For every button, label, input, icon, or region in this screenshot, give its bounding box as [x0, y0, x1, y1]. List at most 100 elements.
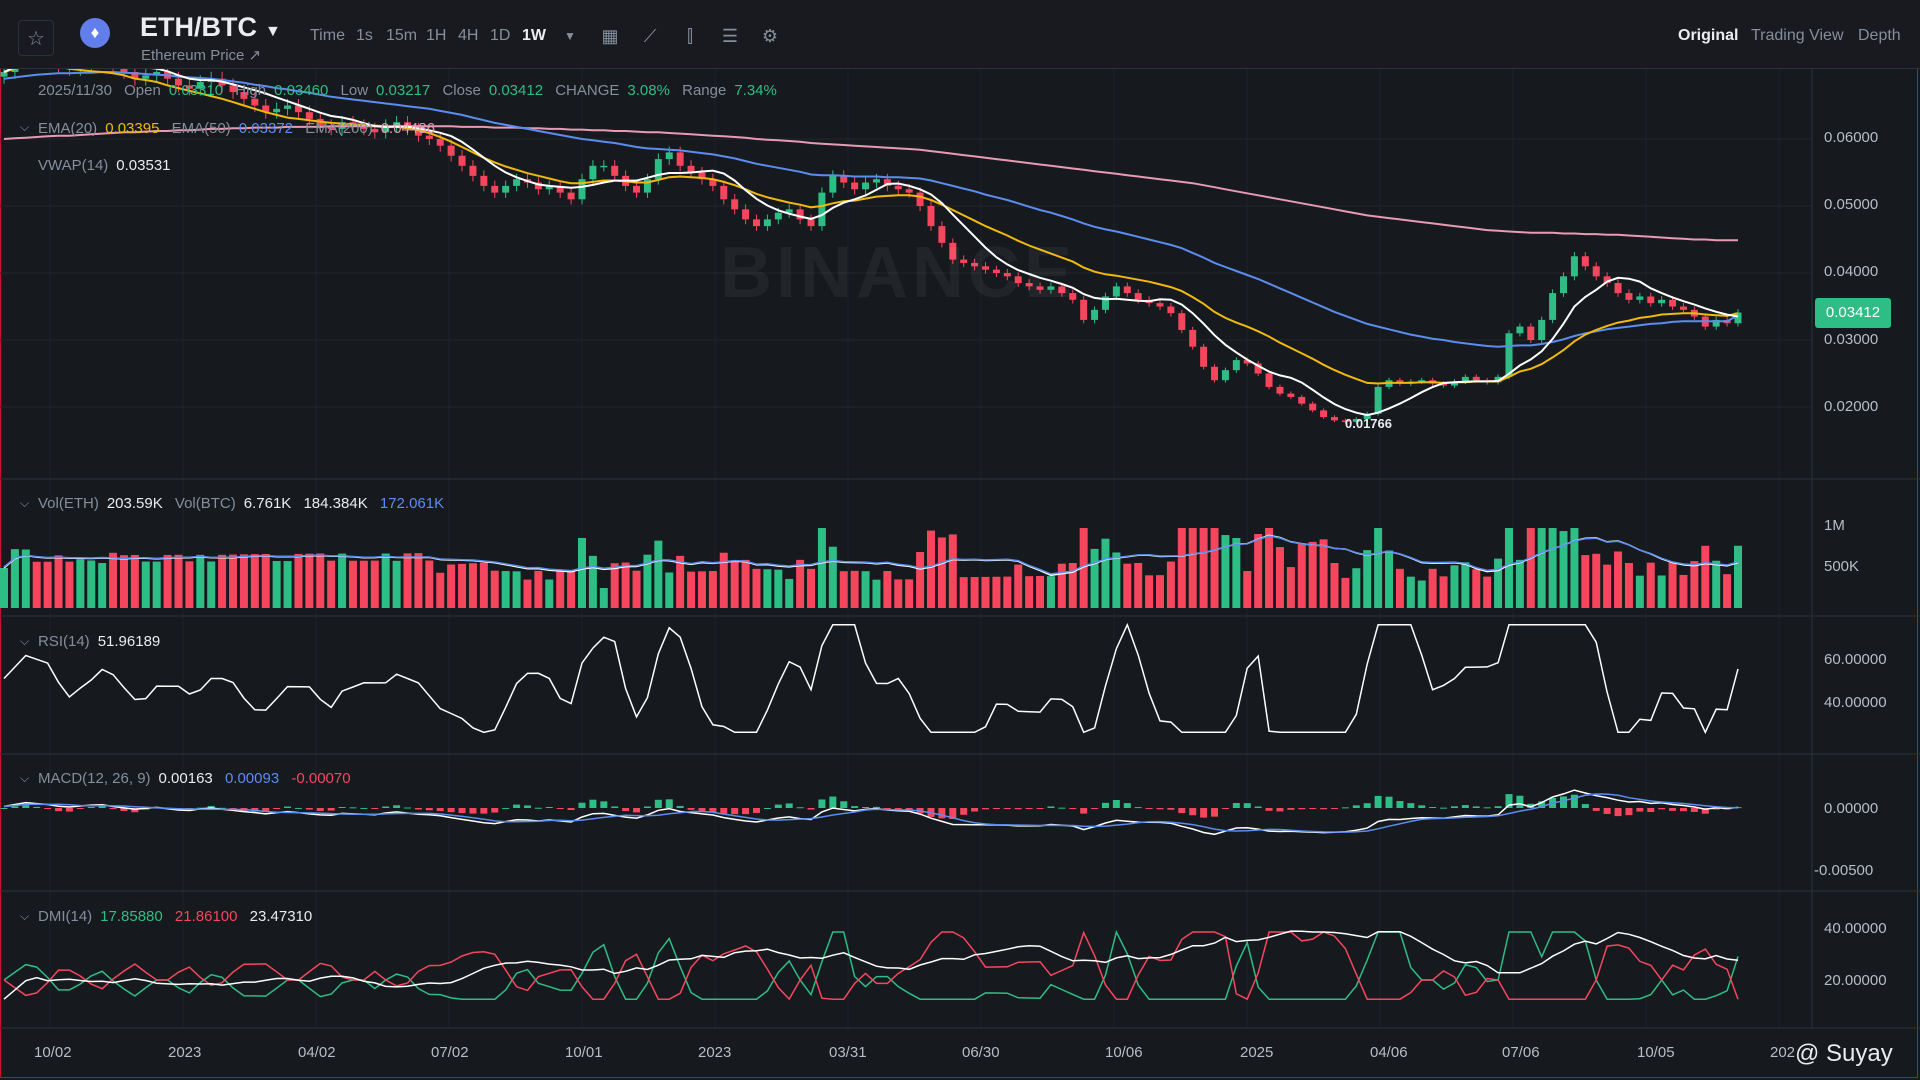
- volume-bar: [229, 554, 238, 608]
- candle-type-icon[interactable]: ⫿: [687, 26, 693, 46]
- macd-histogram-bar: [523, 805, 531, 808]
- macd-histogram-bar: [851, 806, 859, 808]
- volume-bar: [752, 568, 761, 608]
- x-tick: 03/31: [829, 1044, 867, 1061]
- candle-body: [1091, 309, 1099, 320]
- pair-selector[interactable]: ETH/BTC ▼: [140, 12, 281, 43]
- macd-histogram-bar: [1254, 806, 1262, 808]
- volume-bar: [523, 579, 532, 608]
- tf-1s[interactable]: 1s: [356, 27, 373, 44]
- candle-body: [382, 125, 390, 133]
- tf-15m[interactable]: 15m: [386, 27, 418, 44]
- subtitle-link[interactable]: Ethereum Price ↗: [141, 47, 262, 64]
- macd-tick: -0.00500: [1814, 862, 1874, 879]
- chart-canvas[interactable]: [0, 69, 1920, 1080]
- macd-histogram-bar: [1287, 808, 1295, 810]
- candle-body: [1101, 296, 1109, 310]
- macd-histogram-bar: [1679, 808, 1687, 812]
- candle-body: [829, 175, 837, 193]
- macd-histogram-bar: [1505, 794, 1513, 808]
- macd-histogram-bar: [284, 806, 292, 808]
- tf-4h[interactable]: 4H: [458, 27, 479, 44]
- volume-bar: [992, 576, 1001, 608]
- gear-icon[interactable]: ⚙: [761, 26, 779, 46]
- volume-bar: [872, 579, 881, 608]
- candle-body: [1614, 283, 1622, 294]
- volume-bar: [610, 563, 619, 608]
- calendar-icon[interactable]: ▦: [601, 26, 619, 46]
- volume-bar: [272, 561, 281, 608]
- volume-bar: [545, 579, 554, 608]
- candle-body: [273, 108, 281, 113]
- view-depth[interactable]: Depth: [1858, 27, 1901, 44]
- indicator-icon[interactable]: ⟋: [643, 26, 657, 46]
- candle-body: [1669, 299, 1677, 307]
- candle-body: [960, 259, 968, 263]
- volume-bar: [643, 554, 652, 608]
- ema20-line: [3, 69, 1739, 385]
- volume-bar: [1374, 528, 1383, 608]
- dmi-adx-line: [3, 930, 1739, 1000]
- macd-histogram-bar: [469, 808, 477, 814]
- macd-histogram-bar: [534, 807, 542, 809]
- candle-body: [665, 152, 673, 160]
- dmi-label: DMI(14): [38, 908, 93, 925]
- candle-body: [982, 266, 990, 270]
- dmi-pdi-line: [3, 929, 1739, 1000]
- volume-bar: [1668, 562, 1677, 608]
- tf-1w[interactable]: 1W: [522, 27, 546, 44]
- star-icon[interactable]: ☆: [18, 20, 54, 56]
- volume-bar: [1025, 576, 1034, 608]
- candle-body: [458, 155, 466, 166]
- collapse-ema-icon[interactable]: ⌵: [20, 120, 30, 134]
- vol-btc-value: 6.761K: [243, 495, 292, 512]
- macd-histogram-bar: [567, 808, 575, 810]
- macd-histogram-bar: [305, 808, 313, 810]
- candle-body: [785, 209, 793, 213]
- view-trading-view[interactable]: Trading View: [1751, 27, 1844, 44]
- view-original[interactable]: Original: [1678, 27, 1739, 44]
- volume-ma2-line: [3, 535, 1739, 575]
- volume-bar: [1515, 559, 1524, 608]
- volume-bar: [1297, 544, 1306, 608]
- volume-bar: [65, 561, 74, 608]
- volume-bar: [708, 571, 717, 608]
- tf-1h[interactable]: 1H: [426, 27, 447, 44]
- candle-body: [971, 262, 979, 267]
- ema20-label: EMA(20): [38, 120, 98, 137]
- tf-time[interactable]: Time: [310, 27, 345, 44]
- candle-body: [491, 185, 499, 193]
- collapse-rsi-icon[interactable]: ⌵: [20, 634, 30, 648]
- volume-bar: [1570, 528, 1579, 608]
- macd-histogram-bar: [273, 808, 281, 809]
- volume-bar: [1003, 576, 1012, 608]
- volume-bars: [0, 528, 1742, 608]
- candle-body: [938, 226, 946, 243]
- vol-tick: 1M: [1824, 517, 1845, 534]
- vwap-legend: VWAP(14) 0.03531: [38, 157, 179, 174]
- candle-body: [502, 185, 510, 193]
- candle-body: [1211, 366, 1219, 381]
- volume-bar: [1428, 568, 1437, 608]
- macd-histogram-bar: [905, 808, 913, 811]
- candle-body: [153, 72, 161, 76]
- more-timeframes-icon[interactable]: ▼: [564, 29, 576, 43]
- volume-bar: [1614, 551, 1623, 608]
- candle-body: [567, 192, 575, 200]
- settings-list-icon[interactable]: ☰: [721, 26, 739, 46]
- low-marker-label: 0.01766: [1345, 416, 1392, 431]
- volume-bar: [621, 562, 630, 608]
- vol-btc-label: Vol(BTC): [174, 495, 236, 512]
- volume-bar: [1734, 545, 1742, 608]
- collapse-dmi-icon[interactable]: ⌵: [20, 909, 30, 923]
- collapse-volume-icon[interactable]: ⌵: [20, 496, 30, 510]
- macd-histogram-bar: [1298, 808, 1306, 810]
- tf-1d[interactable]: 1D: [490, 27, 511, 44]
- volume-bar: [239, 554, 248, 608]
- collapse-macd-icon[interactable]: ⌵: [20, 771, 30, 785]
- ema20-value: 0.03395: [105, 120, 160, 137]
- candle-body: [1658, 299, 1666, 304]
- macd-histogram-bar: [1134, 807, 1142, 809]
- volume-bar: [1210, 528, 1219, 608]
- candle-body: [589, 165, 597, 180]
